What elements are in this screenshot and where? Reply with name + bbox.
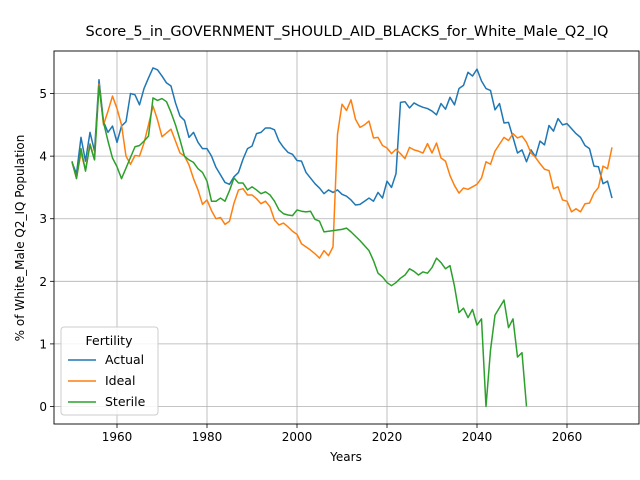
y-axis-ticks: 0 1 2 3 4 5 [39, 87, 54, 414]
x-tick-label: 1980 [192, 430, 223, 444]
y-tick-label: 2 [39, 275, 47, 289]
x-tick-label: 2060 [552, 430, 583, 444]
series-line-actual [71, 67, 613, 206]
series-lines [71, 67, 613, 408]
x-tick-label: 1960 [102, 430, 133, 444]
x-axis-label: Years [329, 450, 362, 464]
x-axis-ticks: 1960 1980 2000 2020 2040 2060 [102, 424, 583, 444]
legend-label-sterile: Sterile [105, 394, 146, 409]
legend-label-ideal: Ideal [105, 373, 135, 388]
chart-title: Score_5_in_GOVERNMENT_SHOULD_AID_BLACKS_… [86, 24, 609, 40]
x-tick-label: 2040 [462, 430, 493, 444]
legend-title: Fertility [86, 333, 134, 348]
y-tick-label: 0 [39, 400, 47, 414]
series-line-ideal [71, 83, 613, 259]
legend-box [60, 326, 159, 416]
y-tick-label: 4 [39, 150, 47, 164]
y-axis-label: % of White_Male Q2_IQ Population [13, 135, 27, 342]
legend-items: Actual Ideal Sterile [68, 352, 146, 409]
y-tick-label: 3 [39, 212, 47, 226]
x-tick-label: 2000 [282, 430, 313, 444]
legend-label-actual: Actual [105, 352, 144, 367]
legend: Fertility Actual Ideal Sterile [60, 326, 159, 416]
plot-area-frame [53, 50, 640, 425]
y-tick-label: 5 [39, 87, 47, 101]
y-tick-label: 1 [39, 337, 47, 351]
x-tick-label: 2020 [372, 430, 403, 444]
series-line-sterile [71, 85, 528, 408]
